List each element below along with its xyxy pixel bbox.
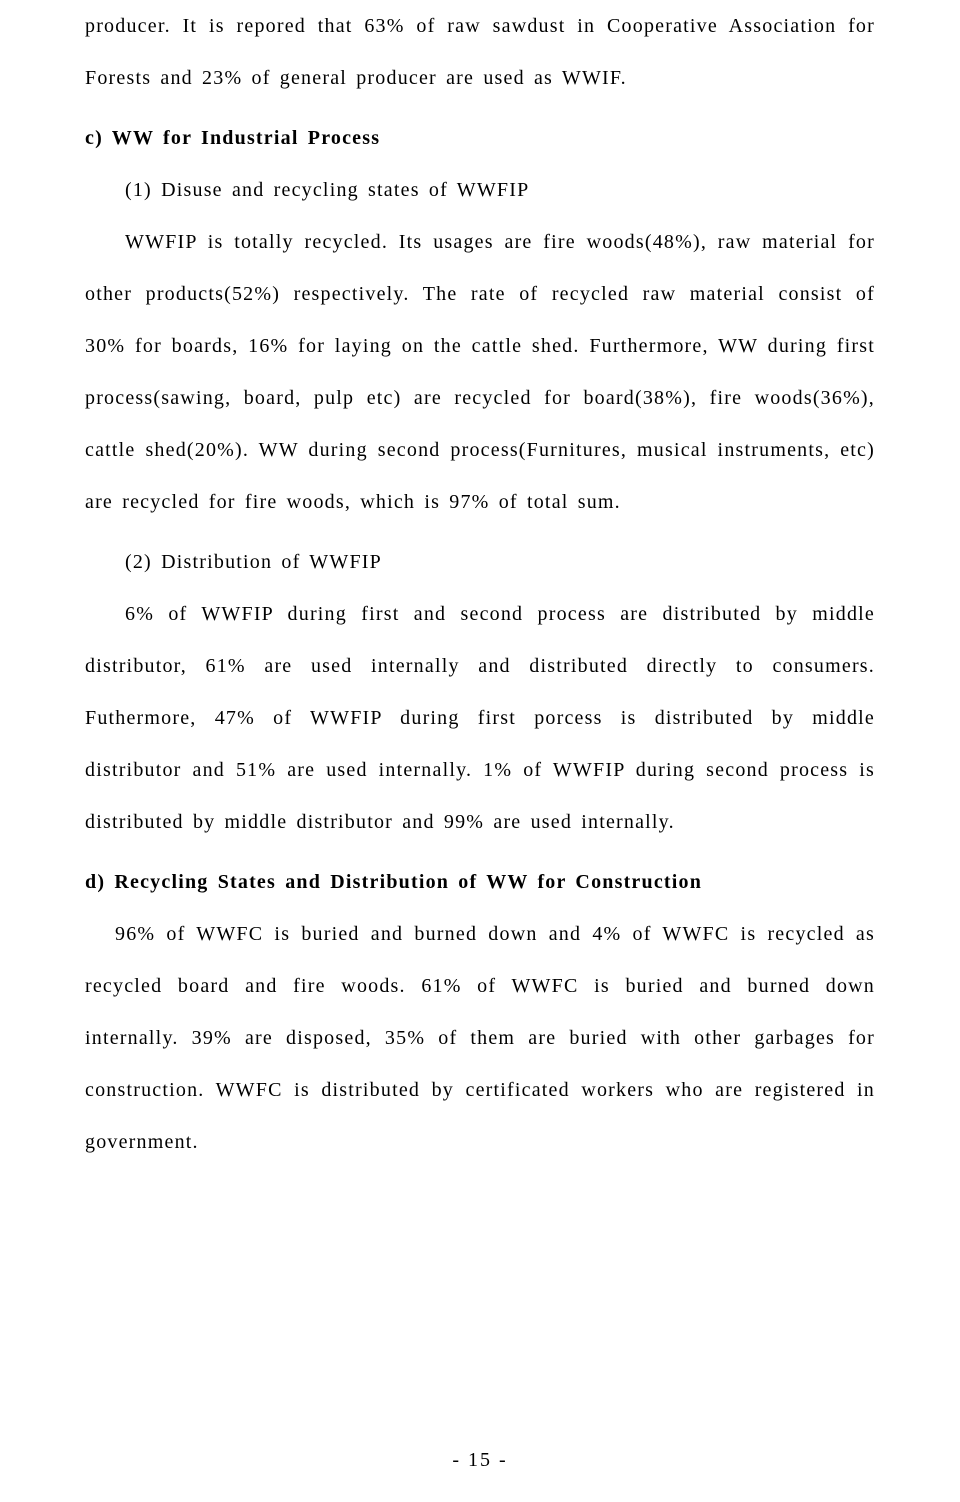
subheading-2: (2) Distribution of WWFIP [85, 536, 875, 588]
page-container: producer. It is repored that 63% of raw … [0, 0, 960, 1502]
heading-c: c) WW for Industrial Process [85, 112, 875, 164]
subheading-1: (1) Disuse and recycling states of WWFIP [85, 164, 875, 216]
paragraph-c2: 6% of WWFIP during first and second proc… [85, 588, 875, 848]
paragraph-d: 96% of WWFC is buried and burned down an… [85, 908, 875, 1168]
paragraph-c1: WWFIP is totally recycled. Its usages ar… [85, 216, 875, 528]
heading-d: d) Recycling States and Distribution of … [85, 856, 875, 908]
page-number: - 15 - [0, 1449, 960, 1472]
paragraph-intro: producer. It is repored that 63% of raw … [85, 0, 875, 104]
